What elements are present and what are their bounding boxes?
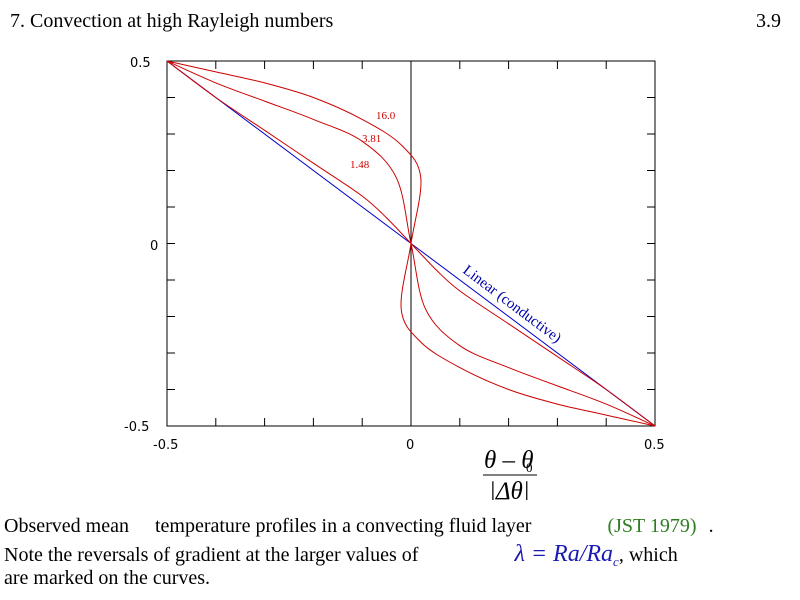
caption-period: . [708, 515, 714, 537]
curve-label-16: 16.0 [376, 110, 396, 122]
lambda-formula: λ = Ra/Ra [514, 541, 614, 567]
x-axis-label-numerator: θ – θ [484, 447, 534, 474]
caption-line-2: Note the reversals of gradient at the la… [4, 541, 678, 570]
caption-text-line2: Note the reversals of gradient at the la… [4, 544, 419, 566]
curve-label-3-81: 3.81 [362, 133, 381, 145]
slide-title: 7. Convection at high Rayleigh numbers [10, 10, 334, 32]
caption-line-1: Observed mean temperature profiles in a c… [4, 515, 714, 538]
temperature-profile-chart: 0.5 0 -0.5 -0.5 0 0.5 16.0 3.81 1.48 Lin… [124, 56, 665, 500]
x-tick-label-left: -0.5 [153, 438, 178, 453]
caption-text-b: temperature profiles in a convecting flu… [154, 515, 532, 537]
y-tick-label-middle: 0 [150, 239, 158, 254]
curve-label-1-48: 1.48 [350, 159, 370, 171]
x-tick-label-right: 0.5 [644, 438, 665, 453]
caption-text-line3: are marked on the curves. [4, 567, 211, 589]
series-group [166, 60, 656, 427]
citation: (JST 1979) [607, 515, 697, 537]
caption-which: , which [618, 544, 678, 566]
linear-conductive-label: Linear (conductive) [460, 262, 564, 346]
y-tick-label-bottom: -0.5 [124, 420, 149, 435]
y-tick-label-top: 0.5 [130, 56, 151, 71]
caption-text-a: Observed mean [4, 515, 129, 537]
x-axis-label-subscript: 0 [526, 460, 533, 475]
tick-marks [167, 61, 655, 426]
x-tick-label-middle: 0 [406, 438, 414, 453]
lambda-formula-subscript: c [613, 554, 619, 569]
slide-number: 3.9 [756, 10, 781, 32]
caption-line-3: are marked on the curves. [4, 567, 210, 590]
x-axis-label-denominator: |Δθ| [489, 478, 530, 500]
series-line-16-0 [166, 60, 656, 427]
